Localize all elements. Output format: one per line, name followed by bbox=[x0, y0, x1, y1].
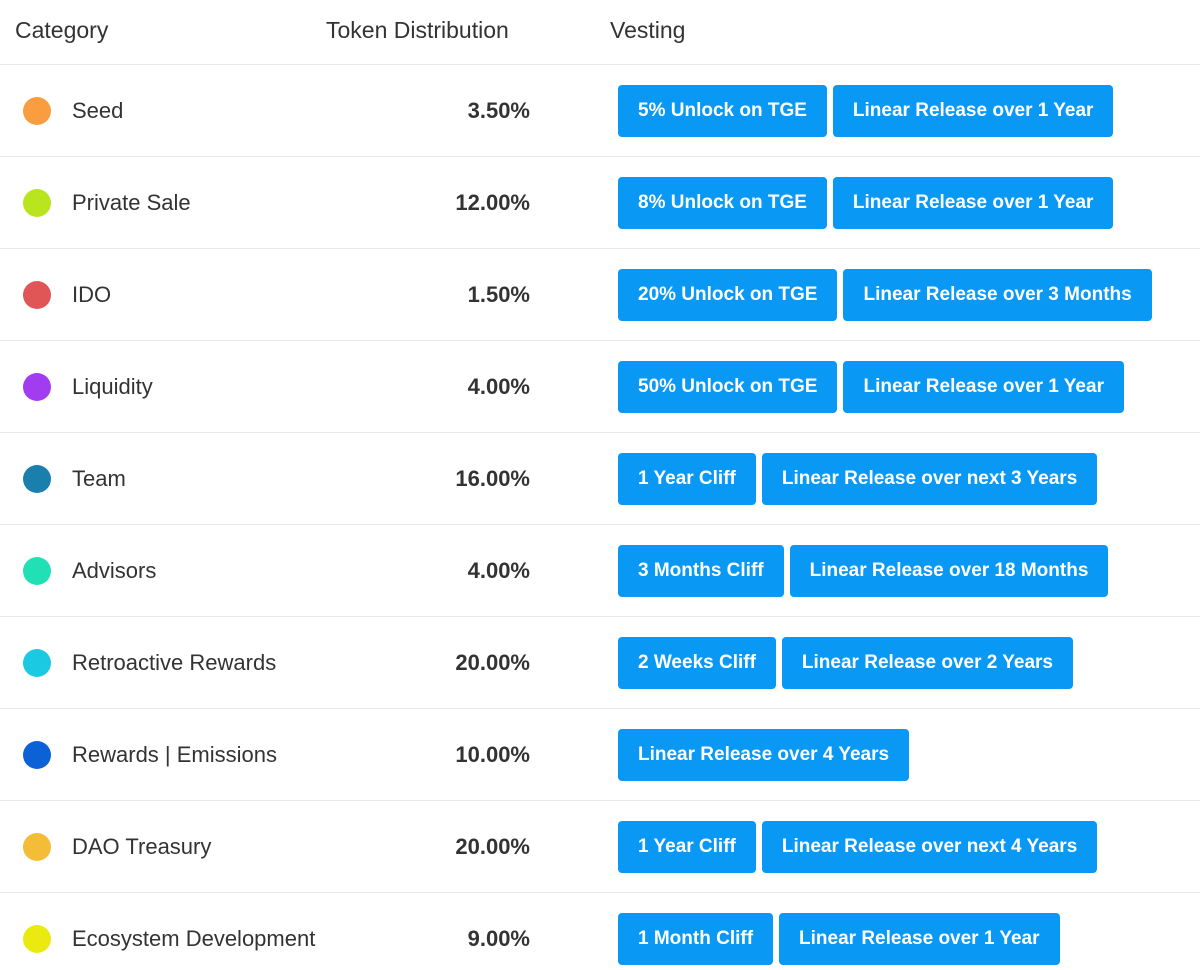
category-dot bbox=[23, 649, 51, 677]
vesting-tag: 20% Unlock on TGE bbox=[618, 269, 838, 321]
table-row: Team 16.00% 1 Year Cliff Linear Release ove… bbox=[0, 433, 1200, 525]
vesting-tags: 5% Unlock on TGE Linear Release over 1 Ye… bbox=[618, 85, 1114, 137]
token-distribution: 4.00% bbox=[467, 558, 530, 583]
row-divider bbox=[0, 524, 1200, 525]
header-divider bbox=[0, 64, 1200, 65]
category-name: Private Sale bbox=[72, 190, 191, 215]
vesting-tag: Linear Release over 1 Year bbox=[779, 913, 1060, 965]
category-dot bbox=[23, 741, 51, 769]
category-dot bbox=[23, 557, 51, 585]
table-row: DAO Treasury 20.00% 1 Year Cliff Linear Rel… bbox=[0, 801, 1200, 893]
token-distribution: 10.00% bbox=[455, 742, 530, 767]
vesting-tag: Linear Release over next 4 Years bbox=[761, 821, 1098, 873]
category-dot bbox=[23, 833, 51, 861]
vesting-tag: Linear Release over 1 Year bbox=[832, 85, 1114, 137]
vesting-tags: 8% Unlock on TGE Linear Release over 1 Ye… bbox=[618, 177, 1114, 229]
token-distribution: 16.00% bbox=[455, 466, 530, 491]
vesting-tag: Linear Release over next 3 Years bbox=[761, 453, 1098, 505]
vesting-tag: Linear Release over 2 Years bbox=[781, 637, 1073, 689]
vesting-tags: 50% Unlock on TGE Linear Release over 1 Y… bbox=[618, 361, 1124, 413]
category-name: Liquidity bbox=[72, 374, 153, 399]
token-distribution: 3.50% bbox=[467, 98, 530, 123]
row-divider bbox=[0, 432, 1200, 433]
vesting-tags: 3 Months Cliff Linear Release over 18 Mon… bbox=[618, 545, 1109, 597]
vesting-tag: 8% Unlock on TGE bbox=[618, 177, 827, 229]
table-row: Rewards | Emissions 10.00% Linear Release … bbox=[0, 709, 1200, 801]
vesting-tag: Linear Release over 1 Year bbox=[832, 177, 1114, 229]
token-distribution: 20.00% bbox=[455, 834, 530, 859]
vesting-tag: Linear Release over 4 Years bbox=[618, 729, 910, 781]
table-row: Advisors 4.00% 3 Months Cliff Linear Releas… bbox=[0, 525, 1200, 617]
vesting-tag: 1 Month Cliff bbox=[618, 913, 774, 965]
row-divider bbox=[0, 340, 1200, 341]
column-header: Vesting bbox=[610, 17, 686, 43]
category-dot bbox=[23, 97, 51, 125]
vesting-tag: 2 Weeks Cliff bbox=[618, 637, 776, 689]
category-dot bbox=[23, 465, 51, 493]
category-name: Seed bbox=[72, 98, 124, 123]
vesting-tags: 2 Weeks Cliff Linear Release over 2 Years bbox=[618, 637, 1073, 689]
token-distribution: 4.00% bbox=[467, 374, 530, 399]
row-divider bbox=[0, 156, 1200, 157]
category-dot bbox=[23, 189, 51, 217]
vesting-tag: 3 Months Cliff bbox=[618, 545, 784, 597]
category-name: Retroactive Rewards bbox=[72, 650, 277, 675]
vesting-tag: 1 Year Cliff bbox=[618, 821, 756, 873]
category-dot bbox=[23, 925, 51, 953]
row-divider bbox=[0, 248, 1200, 249]
category-name: Team bbox=[72, 466, 126, 491]
table-row: Retroactive Rewards 20.00% 2 Weeks Cliff Li… bbox=[0, 617, 1200, 709]
category-name: Advisors bbox=[72, 558, 157, 583]
table-row: Private Sale 12.00% 8% Unlock on TGE Linear… bbox=[0, 157, 1200, 249]
vesting-tag: Linear Release over 1 Year bbox=[843, 361, 1124, 413]
category-name: Ecosystem Development bbox=[72, 926, 316, 951]
token-distribution: 12.00% bbox=[455, 190, 530, 215]
token-distribution: 9.00% bbox=[467, 926, 530, 951]
token-distribution: 20.00% bbox=[455, 650, 530, 675]
vesting-tag: Linear Release over 3 Months bbox=[843, 269, 1152, 321]
column-header: Category bbox=[15, 17, 109, 43]
table-row: IDO 1.50% 20% Unlock on TGE Linear Release … bbox=[0, 249, 1200, 341]
vesting-tags: 20% Unlock on TGE Linear Release over 3 M… bbox=[618, 269, 1152, 321]
vesting-tag: 5% Unlock on TGE bbox=[618, 85, 827, 137]
table-row: Ecosystem Development 9.00% 1 Month Cliff L… bbox=[0, 893, 1200, 970]
vesting-tags: 1 Year Cliff Linear Release over next 3 Y… bbox=[618, 453, 1098, 505]
vesting-tag: 50% Unlock on TGE bbox=[618, 361, 838, 413]
category-name: DAO Treasury bbox=[72, 834, 212, 859]
vesting-tag: 1 Year Cliff bbox=[618, 453, 756, 505]
row-divider bbox=[0, 616, 1200, 617]
column-header: Token Distribution bbox=[326, 17, 509, 43]
vesting-tag: Linear Release over 18 Months bbox=[789, 545, 1109, 597]
row-divider bbox=[0, 892, 1200, 893]
category-name: Rewards | Emissions bbox=[72, 742, 277, 767]
vesting-tags: 1 Year Cliff Linear Release over next 4 Y… bbox=[618, 821, 1098, 873]
vesting-tags: Linear Release over 4 Years bbox=[618, 729, 910, 781]
vesting-tags: 1 Month Cliff Linear Release over 1 Year bbox=[618, 913, 1060, 965]
table-row: Seed 3.50% 5% Unlock on TGE Linear Release … bbox=[0, 65, 1200, 157]
row-divider bbox=[0, 800, 1200, 801]
row-divider bbox=[0, 708, 1200, 709]
table-row: Liquidity 4.00% 50% Unlock on TGE Linear Re… bbox=[0, 341, 1200, 433]
category-name: IDO bbox=[72, 282, 112, 307]
category-dot bbox=[23, 373, 51, 401]
category-dot bbox=[23, 281, 51, 309]
token-distribution: 1.50% bbox=[467, 282, 530, 307]
